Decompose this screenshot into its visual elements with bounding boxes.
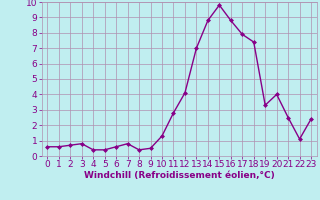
X-axis label: Windchill (Refroidissement éolien,°C): Windchill (Refroidissement éolien,°C)	[84, 171, 275, 180]
